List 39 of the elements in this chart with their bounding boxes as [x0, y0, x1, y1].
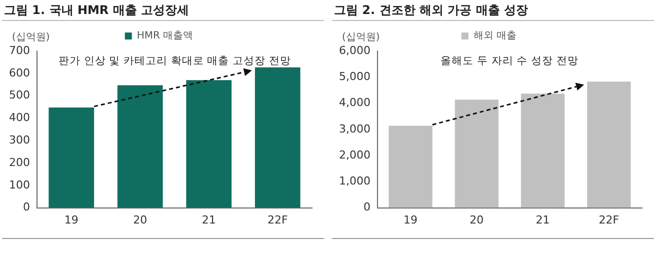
y-axis-title: (십억원): [342, 31, 380, 44]
x-tick-label: 20: [470, 213, 484, 226]
y-tick-label: 4,000: [338, 96, 370, 110]
y-axis-title: (십억원): [12, 31, 50, 44]
y-tick-label: 5,000: [338, 70, 370, 83]
chart-title: 그림 2. 견조한 해외 가공 매출 성장: [332, 0, 654, 21]
y-tick-label: 0: [22, 200, 30, 214]
annotation: 올해도 두 자리 수 성장 전망: [440, 54, 578, 68]
y-tick-label: 300: [8, 133, 30, 146]
y-tick-label: 600: [8, 66, 30, 80]
bar: [186, 80, 232, 208]
y-tick-label: 2,000: [338, 148, 370, 162]
legend-label: 해외 매출: [473, 30, 517, 42]
y-tick-label: 3,000: [338, 122, 370, 136]
y-tick-label: 400: [8, 111, 30, 124]
x-tick-label: 22F: [267, 213, 288, 226]
chart-title: 그림 1. 국내 HMR 매출 고성장세: [2, 0, 324, 21]
x-tick-label: 19: [64, 213, 78, 226]
y-tick-label: 200: [8, 156, 30, 169]
y-tick-label: 100: [8, 178, 30, 192]
bar: [48, 107, 94, 208]
y-tick-label: 1,000: [338, 174, 370, 188]
x-tick-label: 21: [202, 213, 216, 226]
bar: [254, 67, 300, 208]
bar: [520, 94, 565, 208]
x-tick-label: 21: [536, 213, 550, 226]
x-tick-label: 19: [404, 213, 418, 226]
y-tick-label: 700: [8, 44, 30, 57]
y-tick-label: 500: [8, 88, 30, 102]
legend-label: HMR 매출액: [136, 30, 194, 42]
x-tick-label: 20: [133, 213, 148, 226]
bar: [117, 85, 163, 208]
y-tick-label: 0: [363, 200, 370, 214]
bar: [587, 82, 631, 208]
annotation: 판가 인상 및 카테고리 확대로 매출 고성장 전망: [58, 54, 291, 68]
bar: [454, 100, 499, 208]
x-tick-label: 22F: [598, 213, 620, 226]
bar: [388, 126, 432, 208]
y-tick-label: 6,000: [338, 44, 370, 57]
